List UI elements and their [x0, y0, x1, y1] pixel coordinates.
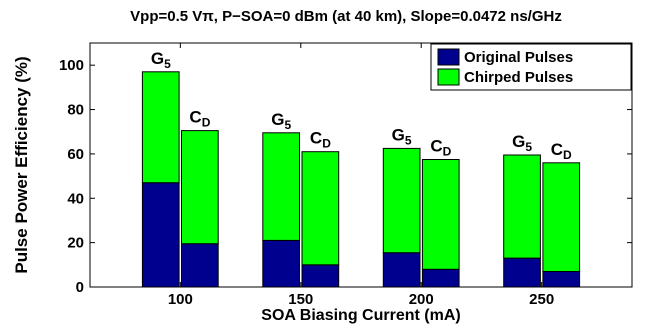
bar-label-g5-100: G5 [151, 49, 171, 71]
bar-original-g5-250 [503, 257, 541, 288]
bar-label-g5-200: G5 [392, 125, 412, 147]
x-tick-label: 150 [288, 291, 313, 308]
y-tick-label: 0 [76, 279, 84, 296]
bar-chirped-cd-200 [421, 159, 460, 270]
y-tick-label: 20 [67, 235, 84, 252]
bar-label-g5-250: G5 [512, 132, 532, 154]
legend-box [430, 43, 632, 91]
bar-original-g5-150 [262, 239, 300, 288]
bar-original-g5-200 [382, 252, 421, 288]
legend-label-original: Original Pulses [464, 49, 573, 66]
bar-label-cd-100: CD [189, 108, 210, 130]
legend-swatch-original [437, 48, 460, 66]
x-tick-label: 250 [529, 291, 554, 308]
bar-original-cd-150 [301, 264, 340, 288]
bar-chirped-g5-100 [141, 71, 180, 184]
bars-group [141, 71, 581, 288]
y-axis: 0 20 40 60 80 100 [59, 57, 632, 296]
y-tick-label: 40 [67, 190, 84, 207]
bar-original-cd-250 [542, 271, 581, 288]
bar-original-cd-100 [181, 243, 219, 288]
y-tick-label: 80 [67, 102, 84, 119]
bar-chirped-cd-100 [181, 130, 219, 245]
bar-original-g5-100 [141, 182, 180, 288]
bar-label-cd-150: CD [310, 129, 331, 151]
bar-chirped-cd-250 [542, 162, 581, 272]
y-tick-label: 60 [67, 146, 84, 163]
x-tick-label: 200 [409, 291, 434, 308]
bar-label-cd-250: CD [551, 140, 572, 162]
bar-original-cd-200 [421, 268, 460, 288]
bar-label-g5-150: G5 [271, 110, 291, 132]
legend-swatch-chirped [437, 68, 460, 86]
bar-chirped-g5-150 [262, 132, 300, 241]
bar-chirped-g5-200 [382, 147, 421, 254]
x-tick-label: 100 [168, 291, 193, 308]
y-tick-label: 100 [59, 57, 84, 74]
legend: Original Pulses Chirped Pulses [430, 43, 632, 91]
y-axis-label: Pulse Power Efficiency (%) [12, 56, 31, 273]
x-axis: 100 150 200 250 [168, 43, 554, 308]
bar-labels: G5 CD G5 CD G5 CD G5 CD [151, 49, 572, 162]
legend-label-chirped: Chirped Pulses [464, 69, 573, 86]
bar-chirped-g5-250 [503, 154, 541, 259]
bar-chirped-cd-150 [301, 151, 340, 266]
chart-title: Vpp=0.5 Vπ, P−SOA=0 dBm (at 40 km), Slop… [130, 8, 562, 25]
bar-label-cd-200: CD [430, 137, 451, 159]
x-axis-label: SOA Biasing Current (mA) [261, 307, 460, 324]
